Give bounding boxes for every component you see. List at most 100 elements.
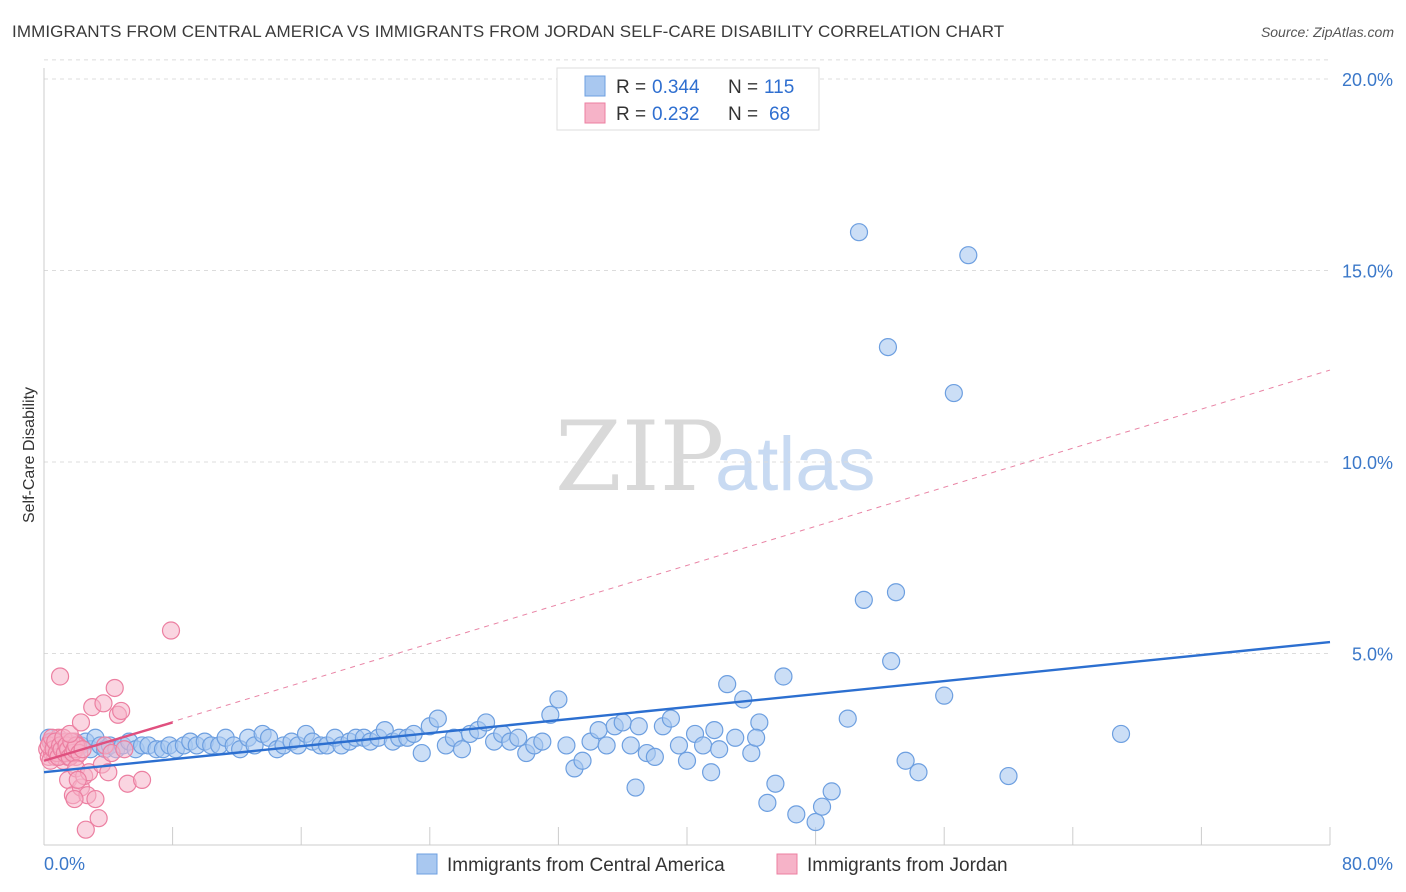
- y-tick-label-0: 5.0%: [1352, 645, 1393, 665]
- point-central-america-76: [549, 690, 568, 709]
- x-tick-label-1: 80.0%: [1342, 854, 1393, 874]
- point-central-america-91: [669, 736, 689, 755]
- point-central-america-74: [533, 732, 552, 751]
- point-central-america-71: [509, 728, 528, 747]
- point-central-america-86: [629, 717, 648, 736]
- point-jordan-53: [99, 763, 118, 782]
- point-jordan-62: [68, 770, 87, 789]
- point-central-america-117: [882, 652, 901, 671]
- point-central-america-79: [573, 751, 592, 770]
- y-tick-label-3: 20.0%: [1342, 70, 1393, 90]
- legend-box: R = 0.344 N = 115 R = 0.232 N = 68: [556, 67, 820, 131]
- point-central-america-103: [766, 774, 785, 793]
- point-central-america-94: [693, 736, 713, 755]
- legend-swatch-pink: [584, 102, 606, 124]
- chart-title: IMMIGRANTS FROM CENTRAL AMERICA VS IMMIG…: [12, 22, 1005, 41]
- point-jordan-64: [60, 724, 79, 744]
- legend-n-value-1: 115: [764, 77, 794, 98]
- bottom-legend-swatch-blue: [416, 853, 438, 875]
- y-tick-label-2: 15.0%: [1342, 262, 1393, 282]
- point-central-america-84: [613, 713, 632, 732]
- y-tick-label-1: 10.0%: [1342, 453, 1393, 473]
- point-central-america-111: [999, 766, 1018, 786]
- point-central-america-92: [677, 751, 697, 770]
- trend-line-central-america: [43, 640, 1331, 774]
- point-jordan-60: [132, 770, 152, 789]
- trend-line-jordan-extended: [43, 369, 1331, 762]
- legend-n-label-1: N =: [728, 77, 758, 98]
- point-central-america-88: [645, 747, 664, 767]
- point-jordan-40: [50, 667, 70, 686]
- bottom-legend-swatch-pink: [776, 853, 798, 875]
- point-jordan-66: [94, 694, 113, 713]
- trend-lines: [43, 369, 1331, 774]
- grid-lines: [44, 59, 1330, 654]
- point-central-america-107: [838, 709, 857, 728]
- point-jordan-49: [86, 789, 105, 809]
- point-central-america-101: [750, 713, 769, 732]
- point-central-america-105: [806, 812, 825, 832]
- point-central-america-96: [710, 740, 729, 759]
- y-tick-labels: 5.0% 10.0% 15.0% 20.0%: [1342, 70, 1393, 665]
- legend-n-label-2: N =: [728, 104, 758, 125]
- point-central-america-106: [822, 782, 841, 801]
- point-central-america-113: [878, 338, 898, 357]
- point-central-america-108: [854, 590, 873, 609]
- legend-swatch-blue: [584, 75, 606, 97]
- point-central-america-112: [1111, 724, 1131, 744]
- y-axis-label: Self-Care Disability: [21, 387, 38, 523]
- watermark-atlas: atlas: [715, 422, 876, 507]
- series-central-america: [39, 223, 1131, 832]
- x-tick-labels: 0.0% 80.0%: [44, 854, 1393, 874]
- watermark: ZIP atlas: [555, 401, 876, 513]
- point-central-america-98: [726, 728, 745, 747]
- legend-r-value-1: 0.344: [652, 77, 700, 98]
- point-central-america-77: [557, 736, 576, 755]
- point-jordan-57: [112, 701, 131, 721]
- point-central-america-61: [428, 709, 447, 728]
- bottom-legend: Immigrants from Central America Immigran…: [416, 853, 1008, 876]
- trend-line-jordan: [43, 721, 173, 762]
- x-tick-label-0: 0.0%: [44, 854, 85, 874]
- point-central-america-123: [747, 728, 766, 747]
- point-central-america-109: [886, 583, 906, 602]
- bottom-legend-label-1: Immigrants from Central America: [447, 855, 725, 876]
- point-central-america-59: [412, 743, 431, 763]
- point-central-america-119: [787, 805, 806, 824]
- point-central-america-104: [774, 667, 793, 686]
- point-central-america-122: [626, 778, 645, 797]
- point-jordan-65: [71, 713, 91, 732]
- bottom-legend-label-2: Immigrants from Jordan: [807, 855, 1008, 876]
- point-central-america-85: [621, 736, 640, 755]
- point-central-america-110: [935, 686, 954, 705]
- point-jordan-50: [89, 809, 108, 828]
- source-label: Source: ZipAtlas.com: [1260, 24, 1394, 40]
- legend-n-value-2: 68: [769, 104, 790, 125]
- point-central-america-64: [452, 740, 472, 759]
- legend-r-label-1: R =: [616, 77, 646, 98]
- point-central-america-82: [597, 736, 616, 755]
- point-jordan-67: [65, 789, 84, 809]
- point-central-america-118: [909, 763, 928, 782]
- series-jordan: [38, 621, 181, 839]
- point-central-america-115: [944, 383, 963, 403]
- point-central-america-116: [959, 246, 978, 265]
- point-central-america-81: [589, 720, 608, 740]
- point-jordan-55: [105, 678, 124, 698]
- point-central-america-100: [742, 743, 761, 763]
- legend-r-label-2: R =: [616, 104, 646, 125]
- point-central-america-120: [812, 797, 832, 816]
- axes: [43, 68, 1331, 846]
- point-jordan-63: [76, 820, 95, 839]
- point-central-america-124: [705, 720, 724, 740]
- legend-r-value-2: 0.232: [652, 104, 700, 125]
- watermark-zip: ZIP: [555, 401, 724, 513]
- point-central-america-90: [661, 709, 681, 728]
- point-central-america-95: [702, 763, 721, 782]
- point-jordan-58: [115, 740, 134, 759]
- point-jordan-61: [161, 621, 181, 640]
- point-central-america-114: [849, 223, 869, 242]
- point-central-america-75: [541, 705, 560, 724]
- point-central-america-99: [734, 690, 753, 709]
